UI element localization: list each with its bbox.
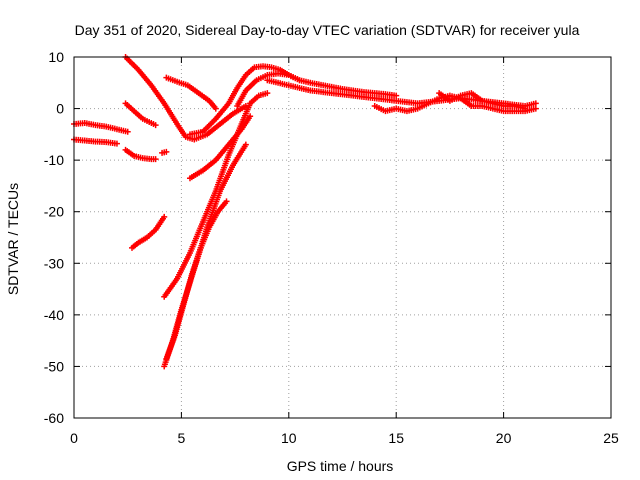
data-point [532, 105, 539, 112]
data-layer [71, 54, 539, 370]
y-tick-label: -30 [44, 255, 64, 271]
y-tick-label: 10 [48, 49, 64, 65]
data-point [124, 128, 131, 135]
data-point [212, 105, 219, 112]
y-axis-label: SDTVAR / TECUs [5, 183, 21, 295]
series-arc-11 [163, 198, 230, 362]
data-point [532, 100, 539, 107]
data-point [113, 140, 120, 147]
y-tick-label: 0 [56, 101, 64, 117]
data-point [163, 148, 170, 155]
plot-frame [73, 56, 612, 419]
series-arc-08 [128, 213, 168, 251]
x-tick-label: 0 [70, 430, 78, 446]
y-tick-label: -60 [44, 410, 64, 426]
x-tick-label: 20 [496, 430, 512, 446]
series-arc-14 [234, 70, 400, 109]
series-arc-03 [122, 54, 249, 143]
series-arc-07 [163, 74, 219, 112]
data-point [522, 105, 529, 112]
data-point [152, 122, 159, 129]
series-arc-05 [122, 146, 159, 163]
series-arc-02 [71, 136, 120, 147]
series-arc-12 [186, 113, 254, 182]
x-axis-label: GPS time / hours [287, 458, 394, 474]
data-point [393, 92, 400, 99]
y-tick-label: -50 [44, 358, 64, 374]
x-tick-label: 5 [178, 430, 186, 446]
data-point [242, 141, 249, 148]
grid-layer [74, 57, 611, 418]
data-point [152, 156, 159, 163]
series-arc-01 [71, 120, 131, 135]
y-tick-label: -20 [44, 204, 64, 220]
data-point [223, 198, 230, 205]
data-point [161, 213, 168, 220]
data-point [247, 113, 254, 120]
data-point [264, 90, 271, 97]
tick-layer: 0 5 10 15 20 25 -60 -50 -40 -30 -20 -10 0 10 [44, 49, 619, 446]
chart-title: Day 351 of 2020, Sidereal Day-to-day VTE… [75, 22, 580, 38]
y-tick-label: -10 [44, 152, 64, 168]
x-tick-label: 10 [281, 430, 297, 446]
series-arc-06 [159, 148, 170, 156]
x-tick-label: 25 [603, 430, 619, 446]
y-tick-label: -40 [44, 307, 64, 323]
series-arc-17 [436, 90, 529, 112]
x-tick-label: 15 [388, 430, 404, 446]
series-arc-04 [122, 100, 159, 129]
